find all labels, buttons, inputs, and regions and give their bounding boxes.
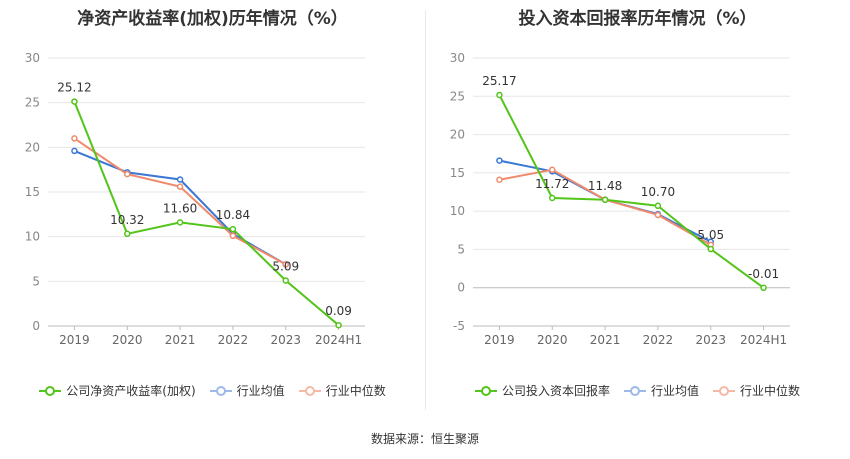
y-tick-label: 15 xyxy=(450,166,465,180)
legend-label: 行业均值 xyxy=(650,384,699,398)
legend-item-company[interactable]: 公司净资产收益率(加权) xyxy=(39,382,196,399)
chart-legend: 公司投入资本回报率 行业均值 行业中位数 xyxy=(425,382,850,399)
data-point-industry-median xyxy=(176,183,184,190)
data-point-industry-median xyxy=(71,135,78,142)
legend-line-icon xyxy=(298,385,321,396)
roe-line-chart: 0 5 10 15 20 25 30 2019 2020 2021 2022 2023 2024H1 25… xyxy=(25,51,365,347)
x-tick-label: 2019 xyxy=(484,333,515,347)
data-label: 10.84 xyxy=(216,208,250,222)
data-label: 25.17 xyxy=(482,74,516,88)
legend-item-industry-median[interactable]: 行业中位数 xyxy=(298,382,386,399)
x-tick-label: 2022 xyxy=(218,333,249,347)
data-point-company xyxy=(335,321,342,329)
data-point-company xyxy=(282,277,289,284)
data-label: 10.70 xyxy=(641,185,675,199)
legend-label: 公司净资产收益率(加权) xyxy=(66,384,196,398)
y-tick-label: 20 xyxy=(25,140,40,154)
x-tick-label: 2019 xyxy=(59,333,90,347)
data-label: -0.01 xyxy=(748,267,779,281)
y-tick-label: 25 xyxy=(450,89,465,103)
y-tick-label: 30 xyxy=(25,51,40,65)
data-point-company xyxy=(71,98,78,105)
y-tick-label: 10 xyxy=(450,204,465,218)
legend-line-icon xyxy=(39,385,62,396)
data-label: 25.12 xyxy=(57,81,91,95)
data-point-industry-median xyxy=(496,176,503,183)
data-point-company xyxy=(496,91,503,99)
data-point-industry-median xyxy=(124,170,131,178)
legend-item-industry-average[interactable]: 行业均值 xyxy=(209,382,285,399)
data-point-company xyxy=(229,225,237,233)
data-point-industry-average xyxy=(176,176,184,183)
x-tick-label: 2020 xyxy=(537,333,568,347)
y-tick-label: 5 xyxy=(457,242,465,256)
data-point-industry-average xyxy=(71,147,78,155)
data-point-company xyxy=(707,245,714,253)
data-point-company xyxy=(760,284,767,292)
x-tick-label: 2020 xyxy=(112,333,143,347)
panel-divider xyxy=(425,10,426,410)
roic-chart-panel: 投入资本回报率历年情况（%） -5 0 5 10 15 20 25 30 2019 2020 202… xyxy=(425,0,850,410)
data-point-industry-median xyxy=(549,166,556,174)
series-line-company xyxy=(498,94,765,289)
data-label: 11.60 xyxy=(163,201,197,215)
roe-chart-panel: 净资产收益率(加权)历年情况（%） 0 5 10 15 20 25 30 2019 2020 20… xyxy=(0,0,425,410)
data-label: 5.05 xyxy=(697,228,724,242)
data-source-note: 数据来源：恒生聚源 xyxy=(370,432,479,446)
chart-legend: 公司净资产收益率(加权) 行业均值 行业中位数 xyxy=(0,382,425,399)
data-point-company xyxy=(549,194,556,202)
data-point-company xyxy=(654,202,662,210)
data-point-industry-median xyxy=(229,232,237,240)
y-tick-label: 25 xyxy=(25,96,40,110)
data-label: 10.32 xyxy=(110,213,144,227)
x-tick-label: 2021 xyxy=(590,333,621,347)
data-point-company xyxy=(124,230,131,238)
x-tick-label: 2024H1 xyxy=(740,333,787,347)
legend-label: 行业均值 xyxy=(236,384,285,398)
legend-line-icon xyxy=(474,385,497,396)
data-label: 11.48 xyxy=(588,179,622,193)
legend-label: 行业中位数 xyxy=(740,384,801,398)
y-tick-label: 30 xyxy=(450,51,465,65)
data-point-company xyxy=(176,219,184,226)
data-point-industry-average xyxy=(496,157,503,164)
x-tick-label: 2022 xyxy=(643,333,674,347)
y-tick-label: 10 xyxy=(25,230,40,244)
y-tick-label: 5 xyxy=(32,274,40,288)
y-tick-label: -5 xyxy=(453,319,465,333)
series-line-company xyxy=(73,101,340,326)
legend-item-company[interactable]: 公司投入资本回报率 xyxy=(474,382,610,399)
y-tick-label: 15 xyxy=(25,185,40,199)
x-tick-label: 2024H1 xyxy=(315,333,362,347)
data-point-company xyxy=(601,196,609,204)
y-tick-label: 20 xyxy=(450,128,465,142)
legend-item-industry-median[interactable]: 行业中位数 xyxy=(713,382,800,399)
x-tick-label: 2023 xyxy=(695,333,726,347)
y-tick-label: 0 xyxy=(457,281,465,295)
roic-line-chart: -5 0 5 10 15 20 25 30 2019 2020 2021 2022 2023 2024H1… xyxy=(450,51,790,347)
data-point-industry-median xyxy=(654,211,662,219)
data-label: 5.09 xyxy=(272,260,299,274)
legend-line-icon xyxy=(209,385,232,396)
x-tick-label: 2023 xyxy=(270,333,301,347)
legend-label: 行业中位数 xyxy=(325,384,386,398)
data-label: 11.72 xyxy=(535,177,569,191)
data-label: 0.09 xyxy=(325,304,352,318)
legend-line-icon xyxy=(713,385,735,396)
legend-item-industry-average[interactable]: 行业均值 xyxy=(623,382,699,399)
chart-title: 投入资本回报率历年情况（%） xyxy=(518,9,757,29)
x-tick-label: 2021 xyxy=(165,333,196,347)
legend-label: 公司投入资本回报率 xyxy=(501,384,610,398)
y-tick-label: 0 xyxy=(32,319,40,333)
chart-title: 净资产收益率(加权)历年情况（%） xyxy=(77,9,348,29)
legend-line-icon xyxy=(623,385,646,396)
data-point-industry-median xyxy=(282,261,289,268)
